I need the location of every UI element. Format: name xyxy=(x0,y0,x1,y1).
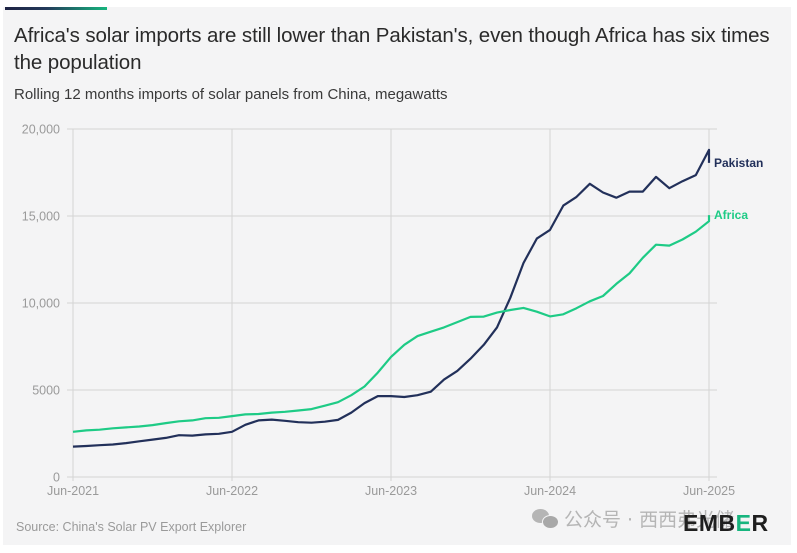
logo-accent: E xyxy=(735,510,752,536)
accent-bar xyxy=(5,7,107,10)
x-tick-label: Jun-2021 xyxy=(47,484,99,498)
watermark-text: 公众号 · 西西弗光储 xyxy=(564,509,735,531)
ember-logo: EMBER xyxy=(683,510,769,537)
gridlines xyxy=(67,128,717,481)
source-note: Source: China's Solar PV Export Explorer xyxy=(16,520,247,534)
wechat-icon xyxy=(532,509,559,529)
series-label-africa: Africa xyxy=(714,208,748,222)
y-tick-label: 15,000 xyxy=(22,210,60,224)
x-tick-label: Jun-2024 xyxy=(524,484,576,498)
series-lines xyxy=(72,148,711,448)
y-tick-label: 10,000 xyxy=(22,297,60,311)
x-tick-label: Jun-2025 xyxy=(683,484,735,498)
chart-card xyxy=(3,7,791,545)
chart-title: Africa's solar imports are still lower t… xyxy=(14,24,770,74)
series-line-pakistan xyxy=(72,148,711,448)
series-labels: Pakistan Africa xyxy=(714,156,763,222)
y-tick-label: 0 xyxy=(53,471,60,485)
x-tick-label: Jun-2022 xyxy=(206,484,258,498)
logo-part: R xyxy=(751,510,769,536)
x-tick-label: Jun-2023 xyxy=(365,484,417,498)
y-tick-label: 20,000 xyxy=(22,123,60,137)
x-axis-ticks: Jun-2021 Jun-2022 Jun-2023 Jun-2024 Jun-2025 xyxy=(47,484,735,498)
series-label-pakistan: Pakistan xyxy=(714,156,763,170)
logo-part: EMB xyxy=(683,510,736,536)
series-line-africa xyxy=(72,215,711,433)
wechat-watermark: 公众号 · 西西弗光储 xyxy=(532,505,734,532)
chart-subtitle: Rolling 12 months imports of solar panel… xyxy=(14,86,448,103)
y-tick-label: 5000 xyxy=(32,384,60,398)
y-axis-ticks: 0 5000 10,000 15,000 20,000 xyxy=(22,123,60,485)
